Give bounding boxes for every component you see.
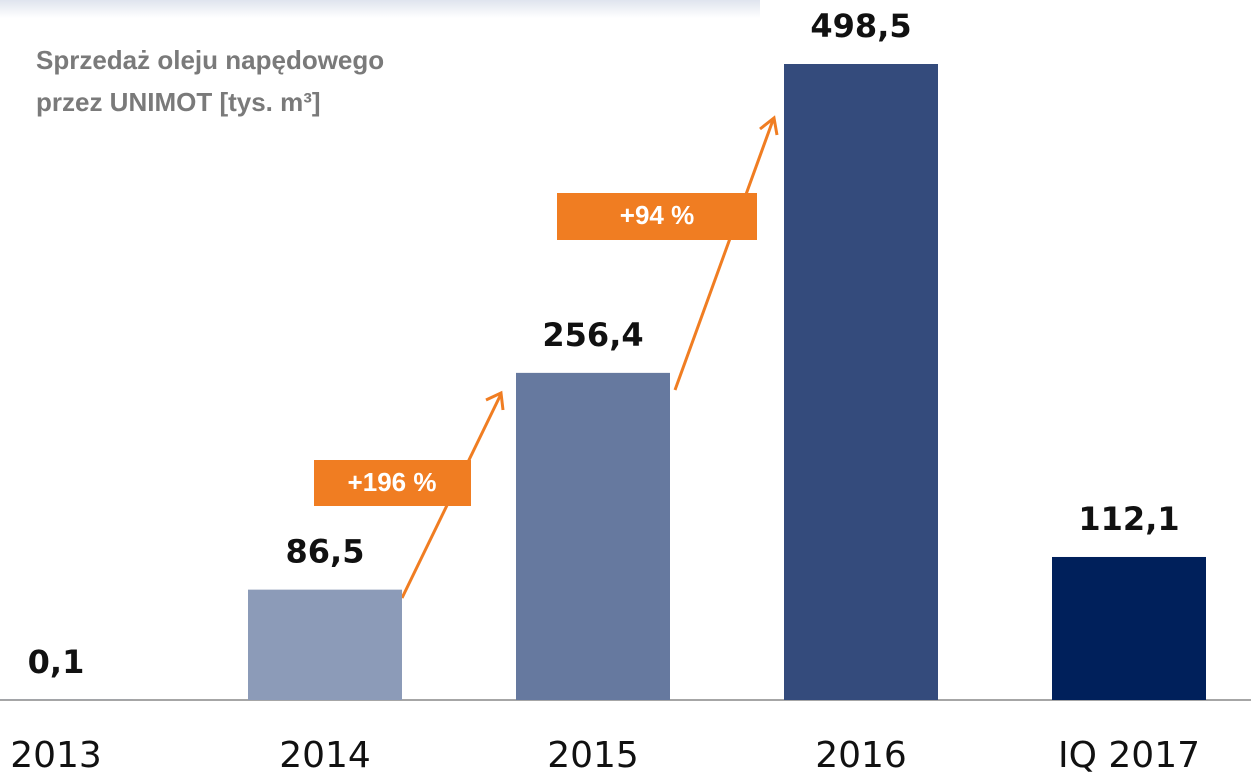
bar (1052, 556, 1206, 700)
annotation: +196 % (348, 467, 437, 497)
value-label: 112,1 (1078, 500, 1179, 538)
annotation: +94 % (620, 200, 694, 230)
x-tick-label: 2015 (547, 735, 639, 776)
bar (248, 589, 402, 700)
x-tick-label: 2013 (10, 735, 102, 776)
arrow-head (485, 390, 505, 411)
x-tick-label: 2016 (815, 735, 907, 776)
arrow (673, 119, 775, 391)
header-fade (0, 0, 760, 18)
bar (516, 372, 670, 700)
bar (784, 64, 938, 700)
value-label: 498,5 (810, 7, 911, 45)
x-tick-label: IQ 2017 (1058, 735, 1200, 776)
arrow-head (759, 115, 779, 136)
value-label: 86,5 (286, 533, 365, 571)
value-label: 256,4 (542, 316, 643, 354)
chart-title: przez UNIMOT [tys. m³] (36, 87, 321, 117)
annotation-box (314, 460, 471, 506)
chart-title: Sprzedaż oleju napędowego (36, 45, 384, 75)
value-label: 0,1 (28, 643, 85, 681)
x-tick-label: 2014 (279, 735, 371, 776)
annotation-box (557, 193, 757, 240)
